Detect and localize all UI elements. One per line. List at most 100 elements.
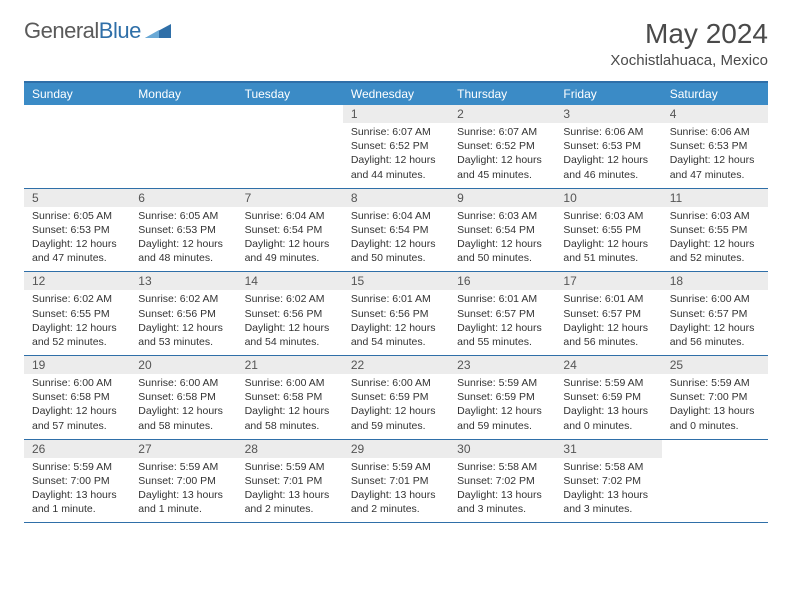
day-info: Sunrise: 6:02 AMSunset: 6:56 PMDaylight:…: [237, 292, 343, 349]
day-number: 31: [555, 440, 661, 458]
daylight-text: Daylight: 13 hours and 2 minutes.: [245, 488, 337, 516]
day-number: 24: [555, 356, 661, 374]
week-row: 5Sunrise: 6:05 AMSunset: 6:53 PMDaylight…: [24, 189, 768, 273]
dayname: Thursday: [449, 83, 555, 105]
sunset-text: Sunset: 6:56 PM: [138, 307, 230, 321]
day-info: Sunrise: 6:02 AMSunset: 6:56 PMDaylight:…: [130, 292, 236, 349]
day-cell: 26Sunrise: 5:59 AMSunset: 7:00 PMDayligh…: [24, 440, 130, 523]
day-info: Sunrise: 5:58 AMSunset: 7:02 PMDaylight:…: [555, 460, 661, 517]
dayname-row: Sunday Monday Tuesday Wednesday Thursday…: [24, 83, 768, 105]
daylight-text: Daylight: 13 hours and 0 minutes.: [670, 404, 762, 432]
daylight-text: Daylight: 12 hours and 46 minutes.: [563, 153, 655, 181]
sunset-text: Sunset: 6:58 PM: [245, 390, 337, 404]
day-info: Sunrise: 5:59 AMSunset: 6:59 PMDaylight:…: [449, 376, 555, 433]
day-cell: 23Sunrise: 5:59 AMSunset: 6:59 PMDayligh…: [449, 356, 555, 439]
daylight-text: Daylight: 12 hours and 44 minutes.: [351, 153, 443, 181]
sunrise-text: Sunrise: 6:03 AM: [457, 209, 549, 223]
month-title: May 2024: [610, 18, 768, 50]
day-cell: 6 Sunrise: 6:05 AMSunset: 6:53 PMDaylight…: [130, 189, 236, 272]
day-cell: 13Sunrise: 6:02 AMSunset: 6:56 PMDayligh…: [130, 272, 236, 355]
sunrise-text: Sunrise: 5:59 AM: [138, 460, 230, 474]
sunset-text: Sunset: 6:53 PM: [32, 223, 124, 237]
day-number: [24, 105, 130, 109]
calendar: Sunday Monday Tuesday Wednesday Thursday…: [24, 81, 768, 523]
sunset-text: Sunset: 6:57 PM: [670, 307, 762, 321]
sunset-text: Sunset: 6:53 PM: [670, 139, 762, 153]
sunrise-text: Sunrise: 5:59 AM: [457, 376, 549, 390]
day-cell: 5Sunrise: 6:05 AMSunset: 6:53 PMDaylight…: [24, 189, 130, 272]
sunrise-text: Sunrise: 6:01 AM: [457, 292, 549, 306]
day-cell: 19 Sunrise: 6:00 AMSunset: 6:58 PMDayligh…: [24, 356, 130, 439]
day-cell: 27Sunrise: 5:59 AMSunset: 7:00 PMDayligh…: [130, 440, 236, 523]
sunset-text: Sunset: 6:59 PM: [351, 390, 443, 404]
day-number: 10: [555, 189, 661, 207]
dayname: Monday: [130, 83, 236, 105]
sunrise-text: Sunrise: 6:00 AM: [32, 376, 124, 390]
day-info: Sunrise: 6:02 AMSunset: 6:55 PMDaylight:…: [24, 292, 130, 349]
sunrise-text: Sunrise: 6:01 AM: [563, 292, 655, 306]
day-info: Sunrise: 6:06 AMSunset: 6:53 PMDaylight:…: [555, 125, 661, 182]
day-cell: 30 Sunrise: 5:58 AMSunset: 7:02 PMDayligh…: [449, 440, 555, 523]
day-cell: [24, 105, 130, 188]
sunrise-text: Sunrise: 5:59 AM: [563, 376, 655, 390]
day-info: Sunrise: 6:00 AMSunset: 6:58 PMDaylight:…: [24, 376, 130, 433]
day-cell: 1Sunrise: 6:07 AMSunset: 6:52 PMDaylight…: [343, 105, 449, 188]
daylight-text: Daylight: 12 hours and 59 minutes.: [351, 404, 443, 432]
sunrise-text: Sunrise: 6:07 AM: [351, 125, 443, 139]
day-info: Sunrise: 6:00 AMSunset: 6:58 PMDaylight:…: [237, 376, 343, 433]
day-info: Sunrise: 5:59 AMSunset: 7:01 PMDaylight:…: [237, 460, 343, 517]
day-number: 25: [662, 356, 768, 374]
day-info: Sunrise: 6:05 AMSunset: 6:53 PMDaylight:…: [24, 209, 130, 266]
day-number: 12: [24, 272, 130, 290]
sunset-text: Sunset: 7:02 PM: [457, 474, 549, 488]
day-info: Sunrise: 5:59 AMSunset: 7:00 PMDaylight:…: [662, 376, 768, 433]
day-info: Sunrise: 5:58 AMSunset: 7:02 PMDaylight:…: [449, 460, 555, 517]
day-info: Sunrise: 5:59 AMSunset: 7:01 PMDaylight:…: [343, 460, 449, 517]
day-number: 30: [449, 440, 555, 458]
day-number: 3: [555, 105, 661, 123]
daylight-text: Daylight: 12 hours and 50 minutes.: [351, 237, 443, 265]
dayname: Tuesday: [237, 83, 343, 105]
sunrise-text: Sunrise: 6:03 AM: [670, 209, 762, 223]
day-number: 14: [237, 272, 343, 290]
day-cell: 17Sunrise: 6:01 AMSunset: 6:57 PMDayligh…: [555, 272, 661, 355]
sunrise-text: Sunrise: 6:04 AM: [245, 209, 337, 223]
day-number: 7: [237, 189, 343, 207]
day-info: Sunrise: 6:01 AMSunset: 6:56 PMDaylight:…: [343, 292, 449, 349]
dayname: Sunday: [24, 83, 130, 105]
day-info: Sunrise: 5:59 AMSunset: 7:00 PMDaylight:…: [130, 460, 236, 517]
daylight-text: Daylight: 12 hours and 51 minutes.: [563, 237, 655, 265]
daylight-text: Daylight: 13 hours and 0 minutes.: [563, 404, 655, 432]
daylight-text: Daylight: 12 hours and 52 minutes.: [670, 237, 762, 265]
daylight-text: Daylight: 12 hours and 54 minutes.: [245, 321, 337, 349]
day-info: Sunrise: 6:07 AMSunset: 6:52 PMDaylight:…: [343, 125, 449, 182]
day-number: 11: [662, 189, 768, 207]
brand-logo: GeneralBlue: [24, 18, 171, 44]
day-number: 28: [237, 440, 343, 458]
daylight-text: Daylight: 12 hours and 57 minutes.: [32, 404, 124, 432]
weeks-container: 1Sunrise: 6:07 AMSunset: 6:52 PMDaylight…: [24, 105, 768, 523]
day-info: Sunrise: 6:00 AMSunset: 6:59 PMDaylight:…: [343, 376, 449, 433]
day-number: 19: [24, 356, 130, 374]
week-row: 19Sunrise: 6:00 AMSunset: 6:58 PMDayligh…: [24, 356, 768, 440]
day-cell: 31 Sunrise: 5:58 AMSunset: 7:02 PMDayligh…: [555, 440, 661, 523]
sunrise-text: Sunrise: 6:00 AM: [351, 376, 443, 390]
sunset-text: Sunset: 6:58 PM: [32, 390, 124, 404]
day-number: 6: [130, 189, 236, 207]
day-info: Sunrise: 6:05 AMSunset: 6:53 PMDaylight:…: [130, 209, 236, 266]
day-cell: 20Sunrise: 6:00 AMSunset: 6:58 PMDayligh…: [130, 356, 236, 439]
day-number: 26: [24, 440, 130, 458]
daylight-text: Daylight: 12 hours and 53 minutes.: [138, 321, 230, 349]
daylight-text: Daylight: 12 hours and 45 minutes.: [457, 153, 549, 181]
day-number: 8: [343, 189, 449, 207]
sunset-text: Sunset: 6:57 PM: [457, 307, 549, 321]
day-info: Sunrise: 6:04 AMSunset: 6:54 PMDaylight:…: [237, 209, 343, 266]
sunset-text: Sunset: 6:54 PM: [457, 223, 549, 237]
day-number: 4: [662, 105, 768, 123]
sunrise-text: Sunrise: 6:02 AM: [138, 292, 230, 306]
sunrise-text: Sunrise: 5:58 AM: [563, 460, 655, 474]
day-cell: [237, 105, 343, 188]
sunset-text: Sunset: 7:00 PM: [670, 390, 762, 404]
location: Xochistlahuaca, Mexico: [610, 52, 768, 69]
day-cell: 15Sunrise: 6:01 AMSunset: 6:56 PMDayligh…: [343, 272, 449, 355]
